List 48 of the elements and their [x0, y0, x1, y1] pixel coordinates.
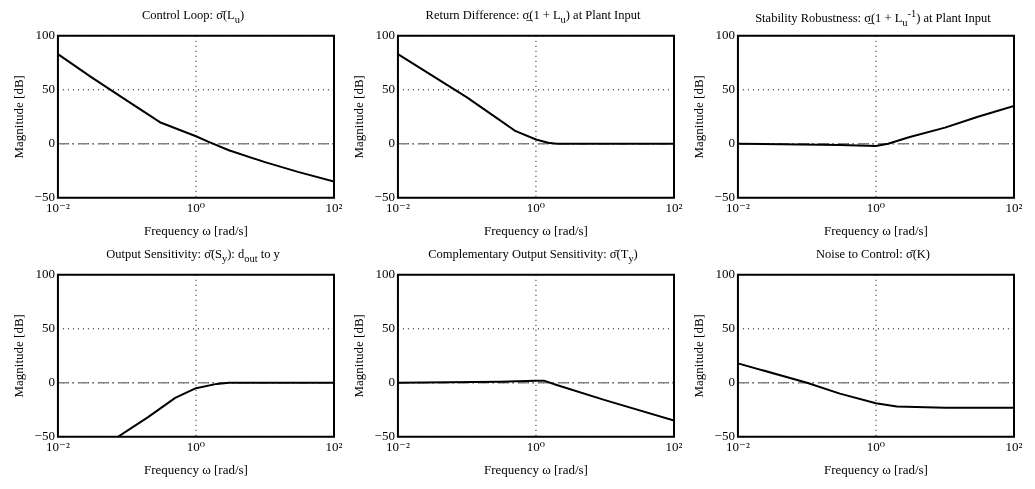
y-tick-label: 50: [721, 81, 735, 97]
y-tick-label: 100: [715, 27, 735, 43]
y-tick-label: 0: [48, 135, 55, 151]
x-tick-label: 10⁰: [526, 200, 546, 216]
y-tick-label: 50: [41, 81, 55, 97]
y-tick-label: 100: [35, 266, 55, 282]
y-axis-title: Magnitude [dB]: [351, 314, 367, 398]
x-axis-title: Frequency ω [rad/s]: [484, 461, 588, 477]
chart-title: Noise to Control: σ̄(K): [815, 247, 931, 263]
x-tick-label: 10⁰: [186, 439, 206, 455]
y-axis-title: Magnitude [dB]: [691, 75, 707, 159]
y-tick-label: 0: [728, 374, 735, 390]
x-tick-label: 10⁰: [526, 439, 546, 455]
chart-title: Control Loop: σ̄(L$_{u}$): [140, 8, 246, 25]
chart-title: Complementary Output Sensitivity: σ̄(T$_{y}$): [427, 247, 639, 264]
y-tick-label: 0: [388, 374, 395, 390]
y-tick-label: 100: [375, 27, 395, 43]
x-tick-label: 10²: [325, 439, 343, 455]
y-tick-label: 100: [715, 266, 735, 282]
x-axis-title: Frequency ω [rad/s]: [144, 461, 248, 477]
y-axis-title: Magnitude [dB]: [11, 314, 27, 398]
x-tick-label: 10⁰: [866, 439, 886, 455]
y-axis-title: Magnitude [dB]: [351, 75, 367, 159]
chart-title: Return Difference: σ̲(1 + L$_{u}$) at Plant Input: [424, 8, 642, 25]
y-tick-label: 50: [381, 81, 395, 97]
chart-title: Output Sensitivity: σ̄(S$_{y}$): d$_{out}$ to y: [105, 247, 281, 264]
y-tick-label: 50: [41, 320, 55, 336]
y-tick-label: 100: [375, 266, 395, 282]
y-axis-title: Magnitude [dB]: [691, 314, 707, 398]
y-tick-label: 0: [48, 374, 55, 390]
chart-title: Stability Robustness: σ̲(1 + L$_{u}$$^{-1}$) at Plant Input: [754, 8, 992, 28]
x-tick-label: 10²: [1005, 200, 1023, 216]
x-axis-title: Frequency ω [rad/s]: [484, 222, 588, 238]
y-tick-label: 50: [721, 320, 735, 336]
x-tick-label: 10²: [325, 200, 343, 216]
y-axis-title: Magnitude [dB]: [11, 75, 27, 159]
x-tick-label: 10⁰: [866, 200, 886, 216]
x-tick-label: 10²: [1005, 439, 1023, 455]
x-axis-title: Frequency ω [rad/s]: [824, 461, 928, 477]
x-tick-label: 10²: [665, 200, 683, 216]
y-tick-label: 0: [388, 135, 395, 151]
x-tick-label: 10²: [665, 439, 683, 455]
y-tick-label: 50: [381, 320, 395, 336]
x-tick-label: 10⁰: [186, 200, 206, 216]
x-axis-title: Frequency ω [rad/s]: [824, 222, 928, 238]
y-tick-label: 0: [728, 135, 735, 151]
y-tick-label: 100: [35, 27, 55, 43]
x-axis-title: Frequency ω [rad/s]: [144, 222, 248, 238]
